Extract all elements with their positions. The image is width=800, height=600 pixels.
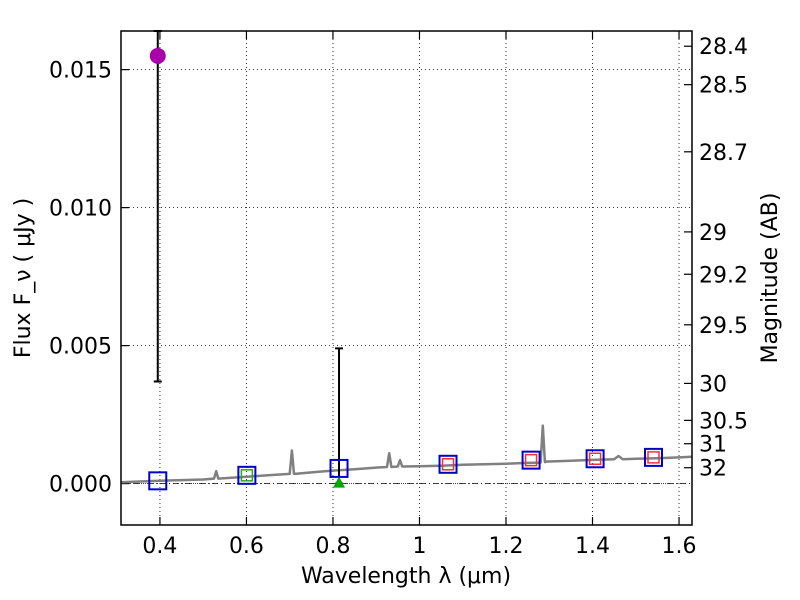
model-band-flux-box (644, 447, 664, 467)
right-tick-label: 31 (699, 433, 727, 458)
y-tick-label: 0.000 (49, 473, 112, 498)
y-tick-label: 0.015 (49, 59, 112, 84)
right-tick-label: 29 (699, 221, 727, 246)
model-band-inner-marker (647, 451, 660, 464)
plot-data (120, 30, 693, 491)
model-band-flux-box (438, 454, 458, 474)
right-axis-label: Magnitude (AB) (758, 193, 783, 364)
tick-labels: 0.4 0.6 0.8 1 1.2 1.4 1.6 0.000 0.005 0.010 0.015 2… (49, 35, 748, 559)
model-band-flux-box (148, 471, 168, 491)
grid (121, 31, 692, 525)
x-tick-label: 1.2 (488, 534, 523, 559)
x-tick-label: 1.6 (662, 534, 697, 559)
x-tick-label: 0.4 (142, 534, 177, 559)
x-tick-label: 1.4 (575, 534, 610, 559)
right-tick-label: 28.7 (699, 141, 748, 166)
x-tick-label: 1 (412, 534, 426, 559)
detection-point (149, 47, 166, 64)
plot-frame (120, 30, 693, 526)
right-tick-label: 29.2 (699, 263, 748, 288)
right-tick-label: 28.4 (699, 35, 748, 60)
right-tick-label: 32 (699, 457, 727, 482)
right-tick-label: 28.5 (699, 74, 748, 99)
y-tick-label: 0.005 (49, 335, 112, 360)
axis-ticks (121, 31, 692, 525)
x-axis-label: Wavelength λ (μm) (301, 564, 511, 589)
x-tick-label: 0.8 (315, 534, 350, 559)
model-band-flux-box (237, 465, 257, 485)
right-tick-label: 30.5 (699, 409, 748, 434)
upper-limit-triangle (333, 476, 346, 488)
model-band-inner-marker (441, 458, 455, 471)
model-spectrum-line (120, 424, 693, 484)
model-band-flux-box (585, 449, 605, 469)
model-band-flux-box (521, 450, 541, 470)
y-tick-label: 0.010 (49, 197, 112, 222)
right-tick-label: 29.5 (699, 314, 748, 339)
model-band-inner-marker (588, 452, 602, 466)
y-axis-label: Flux F_ν ( μJy ) (11, 198, 36, 358)
model-band-inner-marker (524, 453, 538, 467)
right-tick-label: 30 (699, 372, 727, 397)
x-tick-label: 0.6 (229, 534, 264, 559)
model-band-inner-marker (240, 469, 254, 482)
